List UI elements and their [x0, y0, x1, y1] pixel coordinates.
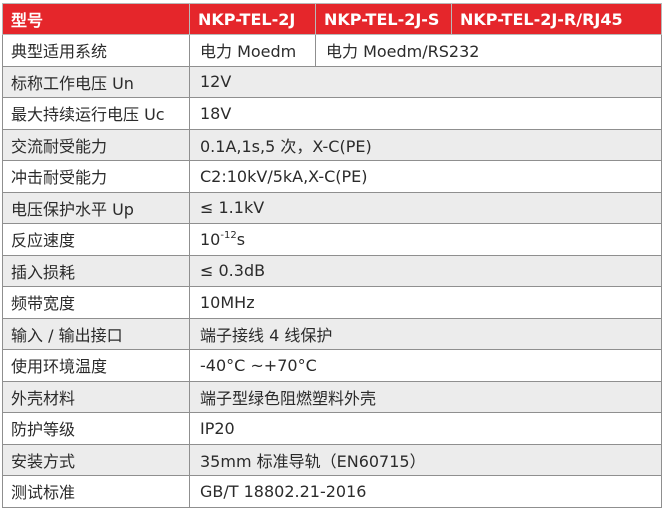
- row-value: 10-12s: [189, 223, 662, 256]
- row-label: 防护等级: [2, 412, 190, 445]
- table-row: 测试标准 GB/T 18802.21-2016: [2, 475, 662, 508]
- table-row: 电压保护水平 Up ≤ 1.1kV: [2, 191, 662, 224]
- table-row: 安装方式 35mm 标准导轨（EN60715）: [2, 443, 662, 476]
- row-label: 测试标准: [2, 475, 190, 508]
- row-value: ≤ 1.1kV: [189, 191, 662, 224]
- row-value: 电力 Moedm: [189, 34, 316, 67]
- table-row: 最大持续运行电压 Uc 18V: [2, 97, 662, 130]
- row-label: 标称工作电压 Un: [2, 65, 190, 98]
- row-value: 0.1A,1s,5 次，X-C(PE): [189, 128, 662, 161]
- table-row: 标称工作电压 Un 12V: [2, 65, 662, 98]
- table-row: 防护等级 IP20: [2, 412, 662, 445]
- row-value: C2:10kV/5kA,X-C(PE): [189, 160, 662, 193]
- row-label: 交流耐受能力: [2, 128, 190, 161]
- row-value: 端子接线 4 线保护: [189, 317, 662, 350]
- table-row: 交流耐受能力 0.1A,1s,5 次，X-C(PE): [2, 128, 662, 161]
- row-value: GB/T 18802.21-2016: [189, 475, 662, 508]
- table-row: 使用环境温度 -40°C ~+70°C: [2, 349, 662, 382]
- response-base: 10: [200, 229, 221, 249]
- row-value: 端子型绿色阻燃塑料外壳: [189, 380, 662, 413]
- row-label: 频带宽度: [2, 286, 190, 319]
- row-label: 电压保护水平 Up: [2, 191, 190, 224]
- header-model-1: NKP-TEL-2J: [189, 3, 316, 35]
- row-value: -40°C ~+70°C: [189, 349, 662, 382]
- row-label: 最大持续运行电压 Uc: [2, 97, 190, 130]
- table-row: 冲击耐受能力 C2:10kV/5kA,X-C(PE): [2, 160, 662, 193]
- table-row: 插入损耗 ≤ 0.3dB: [2, 254, 662, 287]
- row-label: 输入 / 输出接口: [2, 317, 190, 350]
- row-label: 插入损耗: [2, 254, 190, 287]
- table-row: 典型适用系统 电力 Moedm 电力 Moedm/RS232: [2, 34, 662, 67]
- header-model-2: NKP-TEL-2J-S: [315, 3, 452, 35]
- row-label: 冲击耐受能力: [2, 160, 190, 193]
- response-exponent: -12: [220, 229, 237, 241]
- response-unit: s: [236, 229, 246, 249]
- spec-table: 型号 NKP-TEL-2J NKP-TEL-2J-S NKP-TEL-2J-R/…: [2, 3, 662, 508]
- row-value: 18V: [189, 97, 662, 130]
- header-model-3: NKP-TEL-2J-R/RJ45: [451, 3, 662, 35]
- table-header-row: 型号 NKP-TEL-2J NKP-TEL-2J-S NKP-TEL-2J-R/…: [2, 3, 662, 35]
- row-value: ≤ 0.3dB: [189, 254, 662, 287]
- row-value: 电力 Moedm/RS232: [315, 34, 662, 67]
- table-row: 输入 / 输出接口 端子接线 4 线保护: [2, 317, 662, 350]
- table-row: 反应速度 10-12s: [2, 223, 662, 256]
- row-label: 典型适用系统: [2, 34, 190, 67]
- row-value: IP20: [189, 412, 662, 445]
- row-value: 12V: [189, 65, 662, 98]
- table-row: 外壳材料 端子型绿色阻燃塑料外壳: [2, 380, 662, 413]
- table-row: 频带宽度 10MHz: [2, 286, 662, 319]
- row-value: 35mm 标准导轨（EN60715）: [189, 443, 662, 476]
- row-label: 安装方式: [2, 443, 190, 476]
- row-label: 反应速度: [2, 223, 190, 256]
- row-label: 外壳材料: [2, 380, 190, 413]
- row-value: 10MHz: [189, 286, 662, 319]
- row-label: 使用环境温度: [2, 349, 190, 382]
- header-label: 型号: [2, 3, 190, 35]
